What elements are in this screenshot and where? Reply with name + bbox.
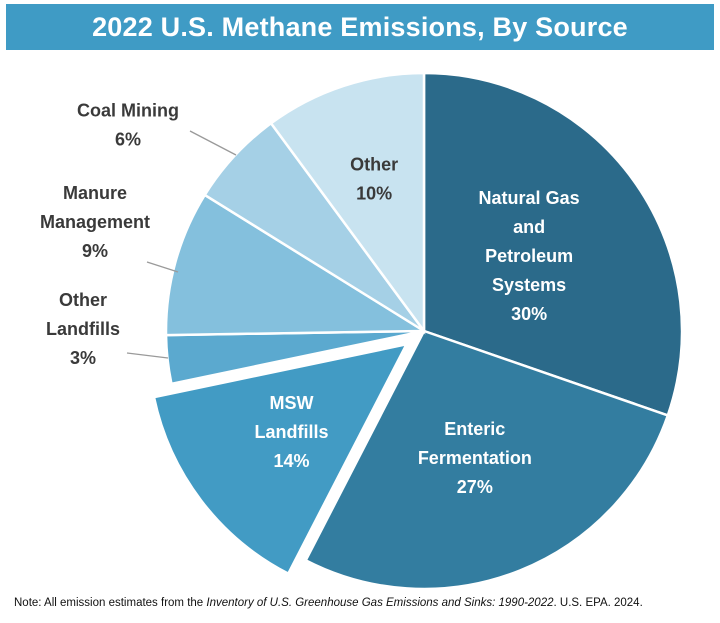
note-prefix: Note: All emission estimates from the <box>14 597 207 609</box>
pie-slice-enteric-fermentation <box>304 329 670 591</box>
slice-name-line: Manure <box>63 183 127 203</box>
slice-name-line: Management <box>40 212 150 232</box>
pie-slice-msw-landfills <box>152 342 409 576</box>
pie-slice-natural-gas-and-petroleum-systems <box>422 71 684 417</box>
slice-name-line: Landfills <box>255 422 329 442</box>
slice-value-manure-management: 9% <box>82 241 108 261</box>
slice-value-msw-landfills: 14% <box>274 451 310 471</box>
slice-value-other: 10% <box>356 184 392 204</box>
slice-label-other-landfills: Other Landfills 3% <box>46 290 120 368</box>
slice-name-line: Coal Mining <box>77 101 179 121</box>
slice-value-enteric-fermentation: 27% <box>457 477 493 497</box>
slice-name-line: Other <box>59 290 107 310</box>
slice-name-line: Fermentation <box>418 448 532 468</box>
slice-label-enteric-fermentation: Enteric Fermentation 27% <box>418 419 532 497</box>
slice-name-line: Other <box>350 155 398 175</box>
slice-label-natural-gas-and-petroleum-systems: Natural Gas and Petroleum Systems 30% <box>479 188 580 324</box>
leader-line-other-landfills <box>126 352 169 359</box>
slice-label-manure-management: Manure Management 9% <box>40 183 150 261</box>
slice-value-natural-gas-and-petroleum-systems: 30% <box>511 304 547 324</box>
pie-slice-manure-management <box>164 193 429 337</box>
leader-line-coal-mining <box>189 130 237 156</box>
note-suffix: . U.S. EPA. 2024. <box>553 597 643 609</box>
slice-name-line: Natural Gas <box>479 188 580 208</box>
note-source-title: Inventory of U.S. Greenhouse Gas Emissio… <box>206 597 554 609</box>
slice-name-line: Systems <box>492 275 566 295</box>
pie-slice-other <box>269 71 426 335</box>
slice-label-coal-mining: Coal Mining 6% <box>77 101 179 150</box>
slice-name-line: Petroleum <box>485 246 573 266</box>
source-note: Note: All emission estimates from the In… <box>14 597 714 609</box>
slice-name-line: Landfills <box>46 319 120 339</box>
title-bar: 2022 U.S. Methane Emissions, By Source <box>6 4 714 50</box>
slice-label-msw-landfills: MSW Landfills 14% <box>255 393 329 471</box>
slice-value-other-landfills: 3% <box>70 348 96 368</box>
leader-line-manure-management <box>146 261 179 273</box>
slice-name-line: and <box>513 217 545 237</box>
chart-title: 2022 U.S. Methane Emissions, By Source <box>92 11 628 42</box>
slice-name-line: MSW <box>270 393 314 413</box>
slice-label-other: Other 10% <box>350 155 398 204</box>
slice-value-coal-mining: 6% <box>115 130 141 150</box>
slice-name-line: Enteric <box>444 419 505 439</box>
